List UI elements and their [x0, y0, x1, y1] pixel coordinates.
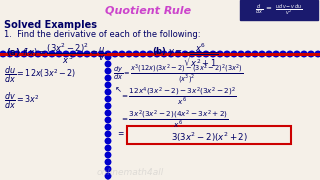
Text: $= \dfrac{3x^2(3x^2-2)(4x^2-3x^2+2)}{x^6}$: $= \dfrac{3x^2(3x^2-2)(4x^2-3x^2+2)}{x^6…	[120, 108, 229, 130]
Ellipse shape	[84, 51, 90, 57]
Ellipse shape	[231, 51, 237, 57]
Ellipse shape	[91, 51, 97, 57]
Ellipse shape	[252, 51, 258, 57]
Ellipse shape	[294, 51, 300, 57]
Ellipse shape	[189, 51, 195, 57]
Ellipse shape	[21, 51, 27, 57]
Ellipse shape	[287, 51, 293, 57]
Ellipse shape	[7, 51, 13, 57]
Ellipse shape	[105, 54, 111, 60]
Text: $\mathbf{(b)}\ y = \dfrac{x^6}{\sqrt{x^2+1}}$: $\mathbf{(b)}\ y = \dfrac{x^6}{\sqrt{x^2…	[152, 42, 219, 70]
Text: Solved Examples: Solved Examples	[4, 20, 97, 30]
Ellipse shape	[147, 51, 153, 57]
Ellipse shape	[112, 51, 118, 57]
Ellipse shape	[301, 51, 307, 57]
Ellipse shape	[98, 51, 104, 57]
Ellipse shape	[56, 51, 62, 57]
Ellipse shape	[77, 51, 83, 57]
Ellipse shape	[105, 173, 111, 179]
Ellipse shape	[217, 51, 223, 57]
Ellipse shape	[70, 51, 76, 57]
FancyBboxPatch shape	[126, 125, 291, 143]
Ellipse shape	[105, 152, 111, 158]
Ellipse shape	[105, 138, 111, 144]
Ellipse shape	[105, 68, 111, 74]
Text: $\dfrac{dv}{dx} = 3x^2$: $\dfrac{dv}{dx} = 3x^2$	[4, 90, 40, 111]
Text: $\dfrac{dy}{dx} = \dfrac{x^3(12x)(3x^2-2)-(3x^2-2)^2(3x^2)}{(x^3)^2}$: $\dfrac{dy}{dx} = \dfrac{x^3(12x)(3x^2-2…	[113, 62, 244, 85]
Text: 1.  Find the derivative of each of the following:: 1. Find the derivative of each of the fo…	[4, 30, 201, 39]
Ellipse shape	[280, 51, 286, 57]
Text: $\mathbf{(a)}\ f(x) = \dfrac{(3x^2-2)^2}{x^3} = \dfrac{u}{v}$: $\mathbf{(a)}\ f(x) = \dfrac{(3x^2-2)^2}…	[6, 42, 106, 66]
Ellipse shape	[105, 117, 111, 123]
Text: $\nwarrow$: $\nwarrow$	[113, 85, 123, 94]
Ellipse shape	[105, 82, 111, 88]
Text: $\frac{d}{dx}\ =\ \frac{u\,dv - v\,du}{v^2}$: $\frac{d}{dx}\ =\ \frac{u\,dv - v\,du}{v…	[255, 3, 303, 18]
Ellipse shape	[14, 51, 20, 57]
Ellipse shape	[315, 51, 320, 57]
Ellipse shape	[273, 51, 279, 57]
Ellipse shape	[105, 124, 111, 130]
Ellipse shape	[238, 51, 244, 57]
FancyBboxPatch shape	[240, 0, 318, 20]
Ellipse shape	[28, 51, 34, 57]
Ellipse shape	[224, 51, 230, 57]
Ellipse shape	[105, 89, 111, 95]
Ellipse shape	[105, 159, 111, 165]
Ellipse shape	[105, 145, 111, 151]
Ellipse shape	[0, 51, 6, 57]
Text: $=$: $=$	[116, 128, 125, 137]
Text: $3(3x^2-2)(x^2+2)$: $3(3x^2-2)(x^2+2)$	[171, 131, 247, 144]
Ellipse shape	[105, 61, 111, 67]
Ellipse shape	[133, 51, 139, 57]
Ellipse shape	[105, 103, 111, 109]
Ellipse shape	[154, 51, 160, 57]
Ellipse shape	[168, 51, 174, 57]
Ellipse shape	[105, 51, 111, 57]
Ellipse shape	[105, 166, 111, 172]
Ellipse shape	[126, 51, 132, 57]
Ellipse shape	[105, 75, 111, 81]
Text: $= \dfrac{12x^4(3x^2-2)-3x^2(3x^2-2)^2}{x^6}$: $= \dfrac{12x^4(3x^2-2)-3x^2(3x^2-2)^2}{…	[120, 85, 237, 107]
Ellipse shape	[105, 131, 111, 137]
Ellipse shape	[308, 51, 314, 57]
Ellipse shape	[196, 51, 202, 57]
Ellipse shape	[161, 51, 167, 57]
Ellipse shape	[245, 51, 251, 57]
Ellipse shape	[140, 51, 146, 57]
Ellipse shape	[259, 51, 265, 57]
Ellipse shape	[105, 110, 111, 116]
Ellipse shape	[63, 51, 69, 57]
Ellipse shape	[266, 51, 272, 57]
Ellipse shape	[119, 51, 125, 57]
Ellipse shape	[35, 51, 41, 57]
Text: onlinemath4all: onlinemath4all	[96, 168, 164, 177]
Ellipse shape	[42, 51, 48, 57]
Text: Quotient Rule: Quotient Rule	[105, 5, 191, 15]
Ellipse shape	[105, 96, 111, 102]
Ellipse shape	[175, 51, 181, 57]
Ellipse shape	[49, 51, 55, 57]
Ellipse shape	[203, 51, 209, 57]
Ellipse shape	[210, 51, 216, 57]
Text: $\dfrac{du}{dx} = 12x(3x^2-2)$: $\dfrac{du}{dx} = 12x(3x^2-2)$	[4, 64, 76, 85]
Ellipse shape	[182, 51, 188, 57]
